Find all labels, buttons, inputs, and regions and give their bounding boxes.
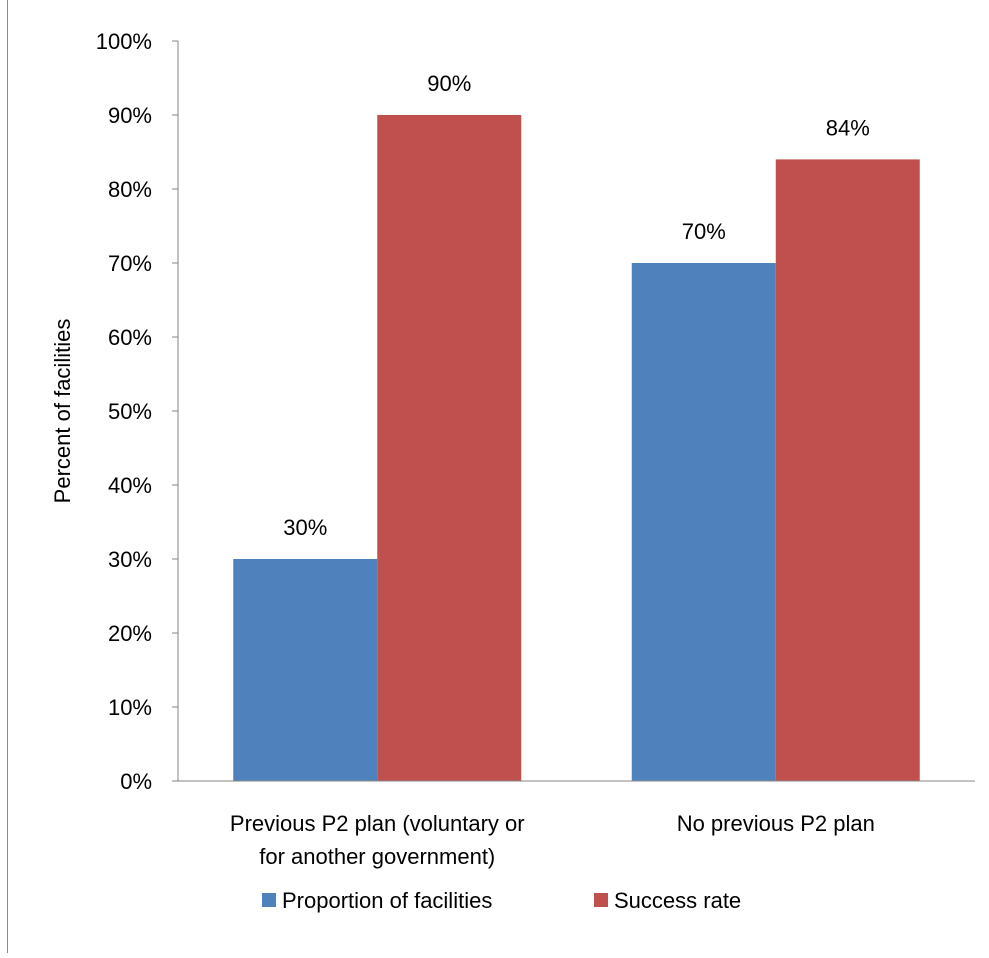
y-tick-label: 0% bbox=[120, 769, 152, 794]
bar bbox=[233, 559, 378, 781]
x-tick-label: Previous P2 plan (voluntary or bbox=[230, 811, 525, 836]
y-tick-label: 60% bbox=[108, 325, 152, 350]
y-axis-title: Percent of facilities bbox=[50, 319, 75, 504]
y-tick-label: 40% bbox=[108, 473, 152, 498]
legend-swatch bbox=[262, 893, 276, 907]
data-label: 70% bbox=[682, 219, 726, 244]
y-tick-label: 80% bbox=[108, 177, 152, 202]
y-axis-title-group: Percent of facilities bbox=[50, 319, 75, 504]
legend: Proportion of facilities Success rate bbox=[262, 888, 741, 913]
data-label: 90% bbox=[427, 71, 471, 96]
y-tick-label: 20% bbox=[108, 621, 152, 646]
y-tick-label: 10% bbox=[108, 695, 152, 720]
plot-area: 30% 90% 70% 84% bbox=[233, 71, 920, 781]
data-label: 84% bbox=[826, 115, 870, 140]
legend-label: Proportion of facilities bbox=[282, 888, 492, 913]
y-tick-label: 70% bbox=[108, 251, 152, 276]
bar bbox=[631, 263, 776, 781]
y-tick-label: 30% bbox=[108, 547, 152, 572]
legend-label: Success rate bbox=[614, 888, 741, 913]
y-tick-label: 100% bbox=[96, 29, 152, 54]
y-tick-label: 50% bbox=[108, 399, 152, 424]
bar bbox=[775, 159, 920, 781]
y-axis: 0% 10% 20% 30% 40% 50% 60% 70% 80% 90% 100% bbox=[96, 29, 179, 794]
x-tick-label: No previous P2 plan bbox=[677, 811, 875, 836]
x-axis: Previous P2 plan (voluntary or for anothe… bbox=[178, 780, 975, 869]
data-label: 30% bbox=[283, 515, 327, 540]
bar bbox=[377, 115, 522, 781]
legend-swatch bbox=[594, 893, 608, 907]
y-tick-label: 90% bbox=[108, 103, 152, 128]
x-tick-label: for another government) bbox=[259, 844, 495, 869]
